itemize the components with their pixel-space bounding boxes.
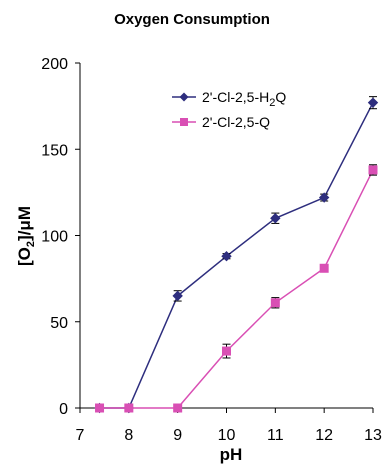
series-line [99, 169, 374, 409]
y-tick-label: 50 [50, 315, 68, 332]
series-line [99, 102, 374, 409]
series-2 [95, 164, 378, 413]
data-point [367, 97, 379, 108]
data-point [318, 192, 330, 203]
data-point [270, 213, 281, 224]
y-tick-label: 100 [41, 229, 68, 246]
x-tick-label: 11 [267, 427, 284, 444]
legend: 2'-Cl-2,5-H2Q 2'-Cl-2,5-Q [172, 89, 286, 130]
legend-label: 2'-Cl-2,5-H2Q [202, 89, 286, 109]
x-tick-label: 10 [218, 427, 236, 444]
x-tick-label: 7 [76, 427, 85, 444]
data-point [221, 250, 232, 262]
series-1 [94, 96, 379, 414]
x-tick-label: 12 [315, 427, 333, 444]
y-tick-label: 200 [41, 56, 68, 73]
tick-labels: 0 50 100 150 200 7 8 9 10 11 12 13 [41, 56, 382, 444]
y-tick-label: 150 [41, 142, 68, 159]
x-tick-label: 9 [173, 427, 182, 444]
data-point [222, 346, 231, 356]
y-axis-label: [O2]/μM [15, 206, 37, 266]
legend-marker [180, 118, 188, 126]
chart-title: Oxygen Consumption [114, 11, 270, 28]
data-point [173, 403, 183, 413]
series-layer [94, 96, 379, 414]
y-tick-label: 0 [59, 401, 68, 418]
data-point [172, 290, 183, 302]
x-axis-label: pH [220, 445, 243, 464]
legend-label: 2'-Cl-2,5-Q [202, 114, 270, 130]
data-point [124, 403, 134, 413]
data-point [368, 165, 378, 175]
data-point [270, 298, 280, 308]
data-point [95, 403, 105, 413]
legend-marker [179, 92, 189, 102]
x-tick-label: 8 [124, 427, 133, 444]
x-tick-label: 13 [364, 427, 382, 444]
legend-item-1: 2'-Cl-2,5-H2Q [172, 89, 286, 109]
legend-item-2: 2'-Cl-2,5-Q [172, 114, 270, 130]
data-point [319, 263, 329, 273]
